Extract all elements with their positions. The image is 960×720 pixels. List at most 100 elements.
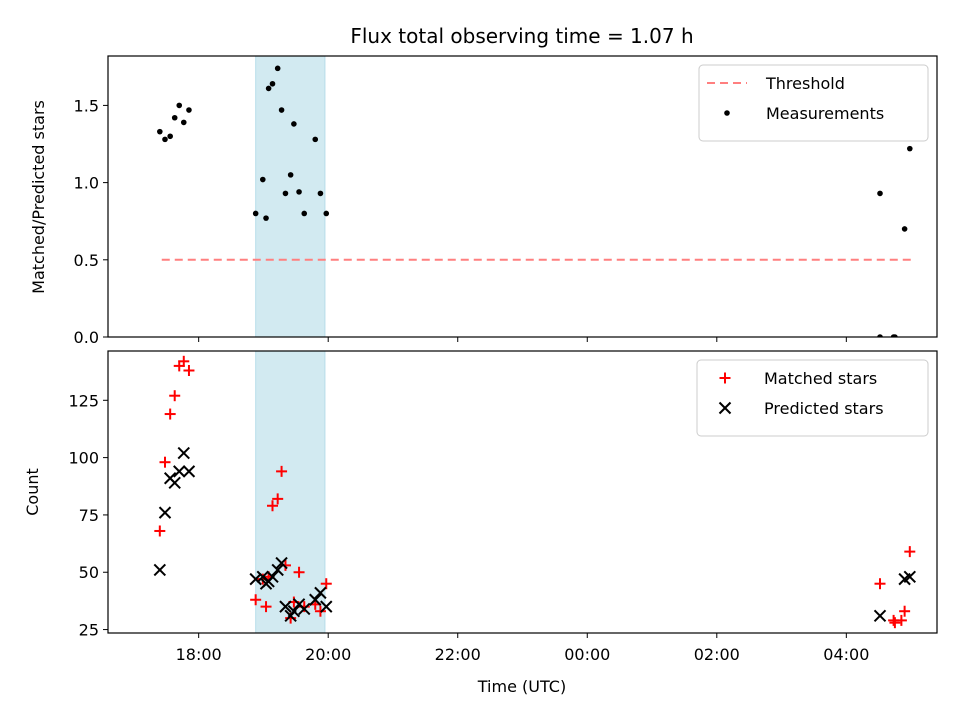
top-panel: Matched/Predicted stars 0.0 0.5 1.0 1.5 Thre…: [29, 55, 938, 347]
x-tick-label-0: 18:00: [176, 645, 222, 664]
bottom-panel-series-predicted-stars-point-5-b: [177, 446, 190, 460]
bottom-panel-series-predicted-stars-point-14-b: [279, 600, 292, 613]
bottom-panel-series-predicted-stars-point-16: [287, 605, 301, 618]
bottom-panel-series-predicted-stars: [153, 446, 917, 623]
bottom-panel-series-matched-stars-point-21: [320, 578, 332, 590]
bottom-panel-ytick-label-4: 125: [68, 391, 99, 410]
bottom-panel-series-predicted-stars-point-11: [266, 570, 279, 584]
top-panel-series-measurements-point-12-shape: [274, 65, 281, 72]
bottom-panel-series-predicted-stars-point-3: [168, 476, 181, 490]
top-panel-legend-item-0: Threshold: [707, 74, 845, 93]
top-panel-series-measurements-point-11-shape: [269, 80, 276, 87]
top-panel-ytick-label-3: 1.5: [74, 96, 99, 115]
x-axis-label: Time (UTC): [477, 677, 566, 696]
bottom-panel-legend: Matched stars Predicted stars: [696, 359, 929, 437]
bottom-panel-series-matched-stars-point-3: [169, 390, 181, 402]
bottom-panel-plot-area: [153, 355, 917, 629]
top-panel-legend-item-1-handle-shape: [724, 110, 730, 116]
bottom-panel-legend-item-0-label: Matched stars: [764, 369, 877, 388]
bottom-panel-series-predicted-stars-point-20-b: [314, 586, 327, 600]
top-panel-series-measurements-point-17: [296, 189, 302, 195]
bottom-panel-series-predicted-stars-point-13: [275, 556, 288, 570]
bottom-panel: Count 25 50 75 100 125 18:00 20:00 22:00 00:00 02…: [23, 350, 938, 664]
top-panel-series-measurements-point-5-shape: [180, 119, 187, 126]
top-panel-series-measurements-point-10: [265, 85, 272, 92]
top-panel-series-measurements-point-21: [323, 210, 330, 217]
top-panel-series-measurements-point-3-shape: [171, 114, 178, 121]
bottom-panel-series-predicted-stars-point-22-b: [873, 609, 887, 623]
bottom-panel-series-predicted-stars-point-24-b: [903, 570, 917, 584]
top-panel-series-measurements-point-4-shape: [176, 102, 183, 109]
bottom-panel-series-predicted-stars-point-16-b: [287, 605, 301, 618]
top-panel-series-measurements-point-25: [892, 334, 898, 337]
top-panel-series-measurements-point-0-shape: [157, 128, 163, 135]
bottom-panel-series-predicted-stars-point-4: [173, 465, 186, 478]
top-panel-legend: Threshold Measurements: [698, 64, 929, 142]
bottom-panel-series-predicted-stars-point-18-b: [298, 602, 311, 616]
top-panel-series-measurements-point-10-shape: [265, 85, 272, 92]
bottom-panel-ylabel: Count: [23, 468, 42, 516]
bottom-panel-frame: [107, 350, 938, 634]
top-panel-series-measurements-point-2-shape: [167, 133, 173, 140]
top-panel-frame: [107, 55, 938, 338]
bottom-panel-series-matched-stars-point-5: [178, 355, 190, 367]
bottom-panel-legend-item-1-handle-b: [718, 401, 732, 415]
top-panel-series-measurements-point-19-shape: [312, 136, 319, 143]
top-panel-series-measurements-point-5: [180, 119, 187, 126]
bottom-panel-series-matched-stars-point-6: [183, 364, 195, 376]
top-panel-series-measurements-point-4: [176, 102, 183, 109]
top-panel-series-measurements-point-20-shape: [317, 190, 324, 197]
top-panel-series-measurements-point-8: [259, 176, 266, 183]
top-panel-series-measurements-point-27: [906, 145, 913, 152]
bottom-panel-series-predicted-stars-point-21: [320, 600, 333, 613]
top-panel-series-measurements-point-12: [274, 65, 281, 72]
top-panel-series-measurements-point-26-shape: [901, 226, 908, 232]
top-panel-series-measurements-point-6: [186, 107, 192, 113]
top-panel-series-measurements-point-23: [877, 190, 883, 197]
x-tick-label-2: 22:00: [435, 645, 481, 664]
bottom-panel-series-predicted-stars-point-12: [271, 563, 284, 577]
bottom-panel-series-matched-stars-point-2: [164, 408, 176, 420]
bottom-panel-ytick-label-0: 25: [79, 621, 99, 640]
bottom-panel-series-predicted-stars-point-14: [279, 600, 292, 613]
top-panel-series-measurements-point-17-shape: [296, 189, 302, 195]
top-panel-series-measurements-point-3: [171, 114, 178, 121]
top-panel-series-measurements-point-21-shape: [323, 210, 330, 217]
top-panel-series-measurements-point-16: [291, 121, 297, 127]
bottom-panel-series-predicted-stars-point-7: [249, 572, 262, 586]
top-panel-plot-area: [157, 65, 916, 337]
top-panel-series-measurements-point-6-shape: [186, 107, 192, 113]
bottom-panel-legend-item-0: Matched stars: [719, 369, 877, 388]
top-panel-series-measurements-point-22: [877, 334, 883, 337]
bottom-panel-series-predicted-stars-point-22: [873, 609, 887, 623]
bottom-panel-series-predicted-stars-point-0-b: [153, 563, 167, 577]
top-panel-series-measurements-point-13-shape: [278, 107, 285, 113]
bottom-panel-series-matched-stars-point-27: [904, 546, 916, 558]
bottom-panel-series-predicted-stars-point-19-b: [309, 593, 322, 606]
top-panel-series-measurements-point-18-shape: [301, 210, 308, 217]
bottom-panel-ytick-label-2: 75: [79, 506, 99, 525]
top-panel-series-measurements-point-1-shape: [162, 136, 168, 143]
bottom-panel-series-predicted-stars-point-1: [158, 506, 172, 519]
top-panel-series-measurements-point-15: [287, 172, 294, 178]
bottom-panel-legend-box: [696, 359, 929, 437]
top-panel-ytick-label-0: 0.0: [74, 328, 99, 347]
top-panel-ytick-label-1: 0.5: [74, 251, 99, 270]
top-panel-ylabel: Matched/Predicted stars: [29, 100, 48, 294]
bottom-panel-series-predicted-stars-point-13-b: [275, 556, 288, 570]
bottom-panel-series-matched-stars-point-24: [889, 617, 901, 629]
bottom-panel-series-predicted-stars-point-18: [298, 602, 311, 616]
bottom-panel-series-predicted-stars-point-12-b: [271, 563, 284, 577]
bottom-panel-series-predicted-stars-point-11-b: [266, 570, 279, 584]
top-panel-series-measurements-point-18: [301, 210, 308, 217]
top-panel-series-measurements-point-1: [162, 136, 168, 143]
bottom-panel-series-predicted-stars-point-6: [182, 465, 196, 478]
top-panel-series-measurements-point-15-shape: [287, 172, 294, 178]
x-tick-label-1: 20:00: [305, 645, 351, 664]
bottom-panel-series-matched-stars-point-0: [154, 525, 166, 537]
x-tick-label-4: 02:00: [694, 645, 740, 664]
top-panel-legend-item-0-label: Threshold: [765, 74, 845, 93]
top-panel-series-measurements-point-7: [252, 210, 259, 217]
top-panel-series-measurements-point-25-shape: [892, 334, 898, 337]
